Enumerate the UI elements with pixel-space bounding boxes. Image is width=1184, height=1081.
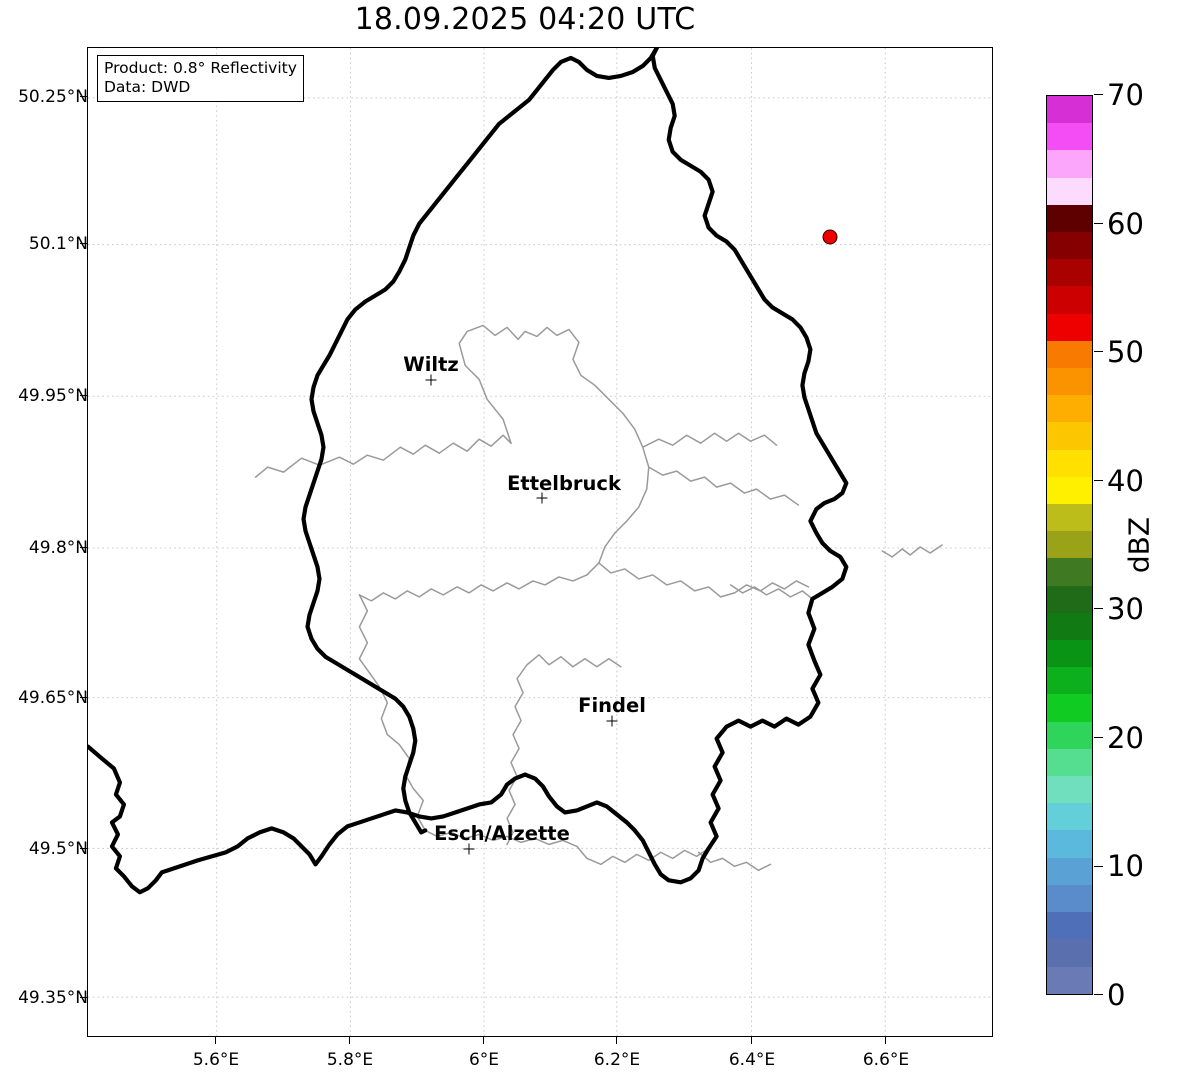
grid-lines bbox=[88, 48, 992, 1036]
product-info-box: Product: 0.8° Reflectivity Data: DWD bbox=[97, 55, 304, 102]
lat-tick-mark bbox=[80, 243, 87, 245]
lat-tick-mark bbox=[80, 547, 87, 549]
lon-tick-mark bbox=[885, 1037, 887, 1044]
colorbar-band bbox=[1047, 612, 1092, 641]
colorbar-tick-label: 0 bbox=[1107, 978, 1126, 1012]
colorbar-band bbox=[1047, 232, 1092, 260]
colorbar-band bbox=[1047, 721, 1092, 749]
colorbar-tick bbox=[1094, 479, 1103, 481]
colorbar-band bbox=[1047, 966, 1092, 994]
lon-tick-label: 6.2°E bbox=[593, 1050, 641, 1070]
lat-tick-label: 50.25°N bbox=[18, 87, 88, 107]
colorbar-band bbox=[1047, 422, 1092, 450]
colorbar-band bbox=[1047, 884, 1092, 913]
lat-tick-label: 49.65°N bbox=[18, 688, 88, 708]
colorbar-band bbox=[1047, 640, 1092, 668]
colorbar-axis-title: dBZ bbox=[1122, 516, 1156, 574]
colorbar-band bbox=[1047, 259, 1092, 287]
city-marker bbox=[425, 374, 437, 386]
map-graphic bbox=[88, 48, 992, 1036]
colorbar-band bbox=[1047, 912, 1092, 940]
colorbar-band bbox=[1047, 857, 1092, 885]
lon-tick-mark bbox=[349, 1037, 351, 1044]
page-title: 18.09.2025 04:20 UTC bbox=[354, 2, 696, 37]
colorbar-tick-label: 30 bbox=[1107, 592, 1144, 627]
lat-tick-label: 49.95°N bbox=[18, 386, 88, 406]
colorbar-tick bbox=[1094, 865, 1103, 867]
lat-tick-label: 49.8°N bbox=[28, 538, 88, 558]
lon-tick-mark bbox=[215, 1037, 217, 1044]
national-border-west bbox=[301, 48, 659, 835]
city-marker bbox=[463, 843, 475, 855]
colorbar-band bbox=[1047, 96, 1092, 124]
colorbar-band bbox=[1047, 803, 1092, 831]
district-boundaries bbox=[254, 324, 943, 872]
colorbar-tick-label: 40 bbox=[1107, 463, 1144, 498]
colorbar-tick bbox=[1094, 994, 1103, 996]
lat-tick-mark bbox=[80, 697, 87, 699]
city-label: Findel bbox=[578, 694, 646, 717]
lat-tick-label: 49.35°N bbox=[18, 988, 88, 1008]
city-marker bbox=[606, 715, 618, 727]
colorbar-band bbox=[1047, 449, 1092, 477]
colorbar-band bbox=[1047, 558, 1092, 586]
colorbar-tick bbox=[1094, 351, 1103, 353]
city-label: Esch/Alzette bbox=[434, 822, 570, 845]
colorbar-band bbox=[1047, 939, 1092, 967]
colorbar-band bbox=[1047, 694, 1092, 722]
colorbar-band bbox=[1047, 531, 1092, 559]
colorbar-band bbox=[1047, 368, 1092, 396]
colorbar-tick-label: 20 bbox=[1107, 720, 1144, 755]
radar-map-plot[interactable]: Product: 0.8° Reflectivity Data: DWD Wil… bbox=[87, 47, 993, 1037]
lon-tick-label: 5.6°E bbox=[192, 1050, 240, 1070]
lat-tick-mark bbox=[80, 848, 87, 850]
city-label: Wiltz bbox=[403, 353, 459, 376]
colorbar[interactable] bbox=[1046, 95, 1093, 995]
colorbar-band bbox=[1047, 585, 1092, 613]
colorbar-tick bbox=[1094, 736, 1103, 738]
lat-tick-mark bbox=[80, 997, 87, 999]
lon-tick-mark bbox=[751, 1037, 753, 1044]
lon-tick-label: 6.4°E bbox=[728, 1050, 776, 1070]
colorbar-band bbox=[1047, 476, 1092, 505]
colorbar-band bbox=[1047, 395, 1092, 423]
lon-tick-label: 6°E bbox=[468, 1050, 500, 1070]
product-line: Product: 0.8° Reflectivity bbox=[104, 59, 297, 77]
colorbar-tick bbox=[1094, 222, 1103, 224]
colorbar-band bbox=[1047, 150, 1092, 178]
colorbar-band bbox=[1047, 340, 1092, 369]
lon-tick-label: 6.6°E bbox=[862, 1050, 910, 1070]
colorbar-band bbox=[1047, 286, 1092, 314]
colorbar-band bbox=[1047, 313, 1092, 341]
colorbar-tick-label: 50 bbox=[1107, 335, 1144, 370]
lon-tick-mark bbox=[616, 1037, 618, 1044]
national-border bbox=[88, 48, 849, 895]
colorbar-tick bbox=[1094, 94, 1103, 96]
colorbar-band bbox=[1047, 830, 1092, 858]
lat-tick-mark bbox=[80, 395, 87, 397]
colorbar-band bbox=[1047, 748, 1092, 777]
colorbar-tick-label: 60 bbox=[1107, 206, 1144, 241]
colorbar-band bbox=[1047, 667, 1092, 695]
colorbar-band bbox=[1047, 177, 1092, 205]
lon-tick-mark bbox=[483, 1037, 485, 1044]
lon-tick-label: 5.8°E bbox=[326, 1050, 374, 1070]
lat-tick-mark bbox=[80, 96, 87, 98]
colorbar-tick-label: 70 bbox=[1107, 78, 1144, 112]
colorbar-band bbox=[1047, 504, 1092, 532]
radar-site-marker[interactable] bbox=[822, 229, 838, 245]
colorbar-band bbox=[1047, 204, 1092, 233]
city-label: Ettelbruck bbox=[507, 472, 621, 495]
city-marker bbox=[536, 492, 548, 504]
data-source-line: Data: DWD bbox=[104, 77, 191, 96]
colorbar-band bbox=[1047, 776, 1092, 804]
colorbar-band bbox=[1047, 123, 1092, 151]
colorbar-tick bbox=[1094, 608, 1103, 610]
lat-tick-label: 49.5°N bbox=[28, 839, 88, 859]
lat-tick-label: 50.1°N bbox=[28, 234, 88, 254]
colorbar-tick-label: 10 bbox=[1107, 849, 1144, 884]
